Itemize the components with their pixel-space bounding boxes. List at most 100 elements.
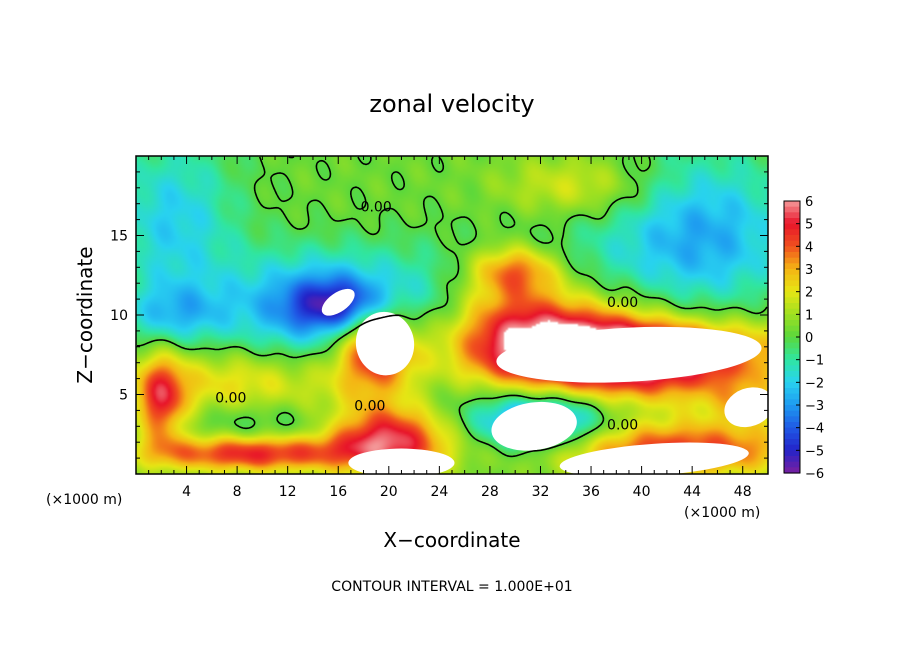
colorbar-segment	[784, 359, 800, 366]
colorbar-segment	[784, 433, 800, 440]
colorbar-segment	[784, 291, 800, 298]
colorbar-segment	[784, 331, 800, 338]
colorbar-segment	[784, 240, 800, 247]
contour-lines	[137, 156, 768, 458]
colorbar-segment	[784, 416, 800, 423]
x-tick-label-16: 16	[329, 484, 347, 500]
x-tick-label-20: 20	[380, 484, 398, 500]
x-tick-label-24: 24	[430, 484, 448, 500]
colorbar-segment	[784, 388, 800, 395]
colorbar-segment	[784, 444, 800, 451]
colorbar-segment	[784, 439, 800, 446]
y-tick-label-15: 15	[110, 229, 128, 245]
y-tick-label-5: 5	[119, 388, 128, 404]
x-tick-label-40: 40	[633, 484, 651, 500]
colorbar-segment	[784, 297, 800, 304]
x-axis-ticks: 4 8 12 16 20 24 28 32 36 40 44 48	[148, 156, 756, 500]
colorbar-label-3: 3	[805, 263, 813, 278]
x-unit-left: (×1000 m)	[46, 492, 122, 508]
overflow-region-2	[496, 326, 762, 383]
x-tick-label-48: 48	[734, 484, 752, 500]
zero-contour	[137, 156, 768, 458]
colorbar-segment	[784, 263, 800, 270]
colorbar-segment	[784, 427, 800, 434]
colorbar-segment	[784, 206, 800, 213]
colorbar-segment	[784, 410, 800, 417]
contour-label-4: 0.00	[607, 417, 638, 433]
colorbar-segment	[784, 246, 800, 253]
contour-label-0: 0.00	[361, 200, 392, 216]
overflow-region-6	[724, 387, 768, 428]
colorbar-segment	[784, 342, 800, 349]
colorbar-segment	[784, 252, 800, 259]
contour-label-3: 0.00	[354, 398, 385, 414]
colorbar-segment	[784, 354, 800, 361]
colorbar-segment	[784, 320, 800, 327]
colorbar-label-1: 5	[805, 218, 813, 233]
colorbar-segment	[784, 405, 800, 412]
colorbar-segment	[784, 212, 800, 219]
colorbar-segment	[784, 201, 800, 208]
colorbar-segment	[784, 337, 800, 344]
colorbar-segment	[784, 308, 800, 315]
colorbar-segment	[784, 280, 800, 287]
colorbar-label-12: −6	[805, 467, 824, 482]
colorbar-segment	[784, 303, 800, 310]
x-tick-label-28: 28	[481, 484, 499, 500]
colorbar-label-2: 4	[805, 240, 813, 255]
overflow-regions	[321, 288, 768, 474]
overflow-region-1	[355, 311, 415, 376]
x-unit-right: (×1000 m)	[684, 505, 760, 521]
x-tick-label-36: 36	[582, 484, 600, 500]
colorbar-segment	[784, 269, 800, 276]
colorbar-segment	[784, 461, 800, 468]
overflow-region-0	[321, 288, 355, 316]
colorbar-label-5: 1	[805, 308, 813, 323]
colorbar-segment	[784, 286, 800, 293]
colorbar-segment	[784, 399, 800, 406]
colorbar: 6 5 4 3 2 1 0 −1 −2 −3 −4 −5 −6	[783, 195, 824, 482]
x-axis-label: X−coordinate	[383, 528, 520, 552]
colorbar-segment	[784, 274, 800, 281]
overflow-region-3	[491, 401, 577, 451]
colorbar-label-6: 0	[805, 331, 813, 346]
y-tick-label-10: 10	[110, 308, 128, 324]
colorbar-segment	[784, 229, 800, 236]
colorbar-label-9: −3	[805, 399, 824, 414]
colorbar-segment	[784, 467, 800, 474]
colorbar-segment	[784, 371, 800, 378]
colorbar-segment	[784, 314, 800, 321]
colorbar-label-11: −5	[805, 444, 824, 459]
x-tick-label-8: 8	[233, 484, 242, 500]
colorbar-segment	[784, 365, 800, 372]
colorbar-segment	[784, 456, 800, 463]
colorbar-segment	[784, 235, 800, 242]
contour-interval-note: CONTOUR INTERVAL = 1.000E+01	[331, 579, 572, 595]
contour-label-2: 0.00	[215, 390, 246, 406]
y-axis-label: Z−coordinate	[73, 246, 97, 383]
colorbar-label-8: −2	[805, 376, 824, 391]
x-tick-label-32: 32	[532, 484, 550, 500]
colorbar-segment	[784, 393, 800, 400]
colorbar-segment	[784, 376, 800, 383]
x-tick-label-4: 4	[182, 484, 191, 500]
colorbar-segment	[784, 223, 800, 230]
colorbar-segment	[784, 348, 800, 355]
colorbar-segment	[784, 450, 800, 457]
colorbar-label-0: 6	[805, 195, 813, 210]
plot-area: 0.00 0.00 0.00 0.00 0.00	[136, 156, 768, 474]
heatmap-image	[136, 156, 768, 474]
colorbar-label-7: −1	[805, 354, 824, 369]
colorbar-segment	[784, 382, 800, 389]
colorbar-label-10: −4	[805, 422, 824, 437]
overflow-region-4	[348, 448, 455, 474]
x-tick-label-12: 12	[279, 484, 297, 500]
colorbar-segment	[784, 257, 800, 264]
y-axis-ticks: 5 10 15	[110, 171, 768, 459]
contour-label-1: 0.00	[607, 295, 638, 311]
colorbar-segment	[784, 325, 800, 332]
overflow-region-5	[559, 442, 749, 474]
colorbar-segment	[784, 422, 800, 429]
x-tick-label-44: 44	[683, 484, 701, 500]
